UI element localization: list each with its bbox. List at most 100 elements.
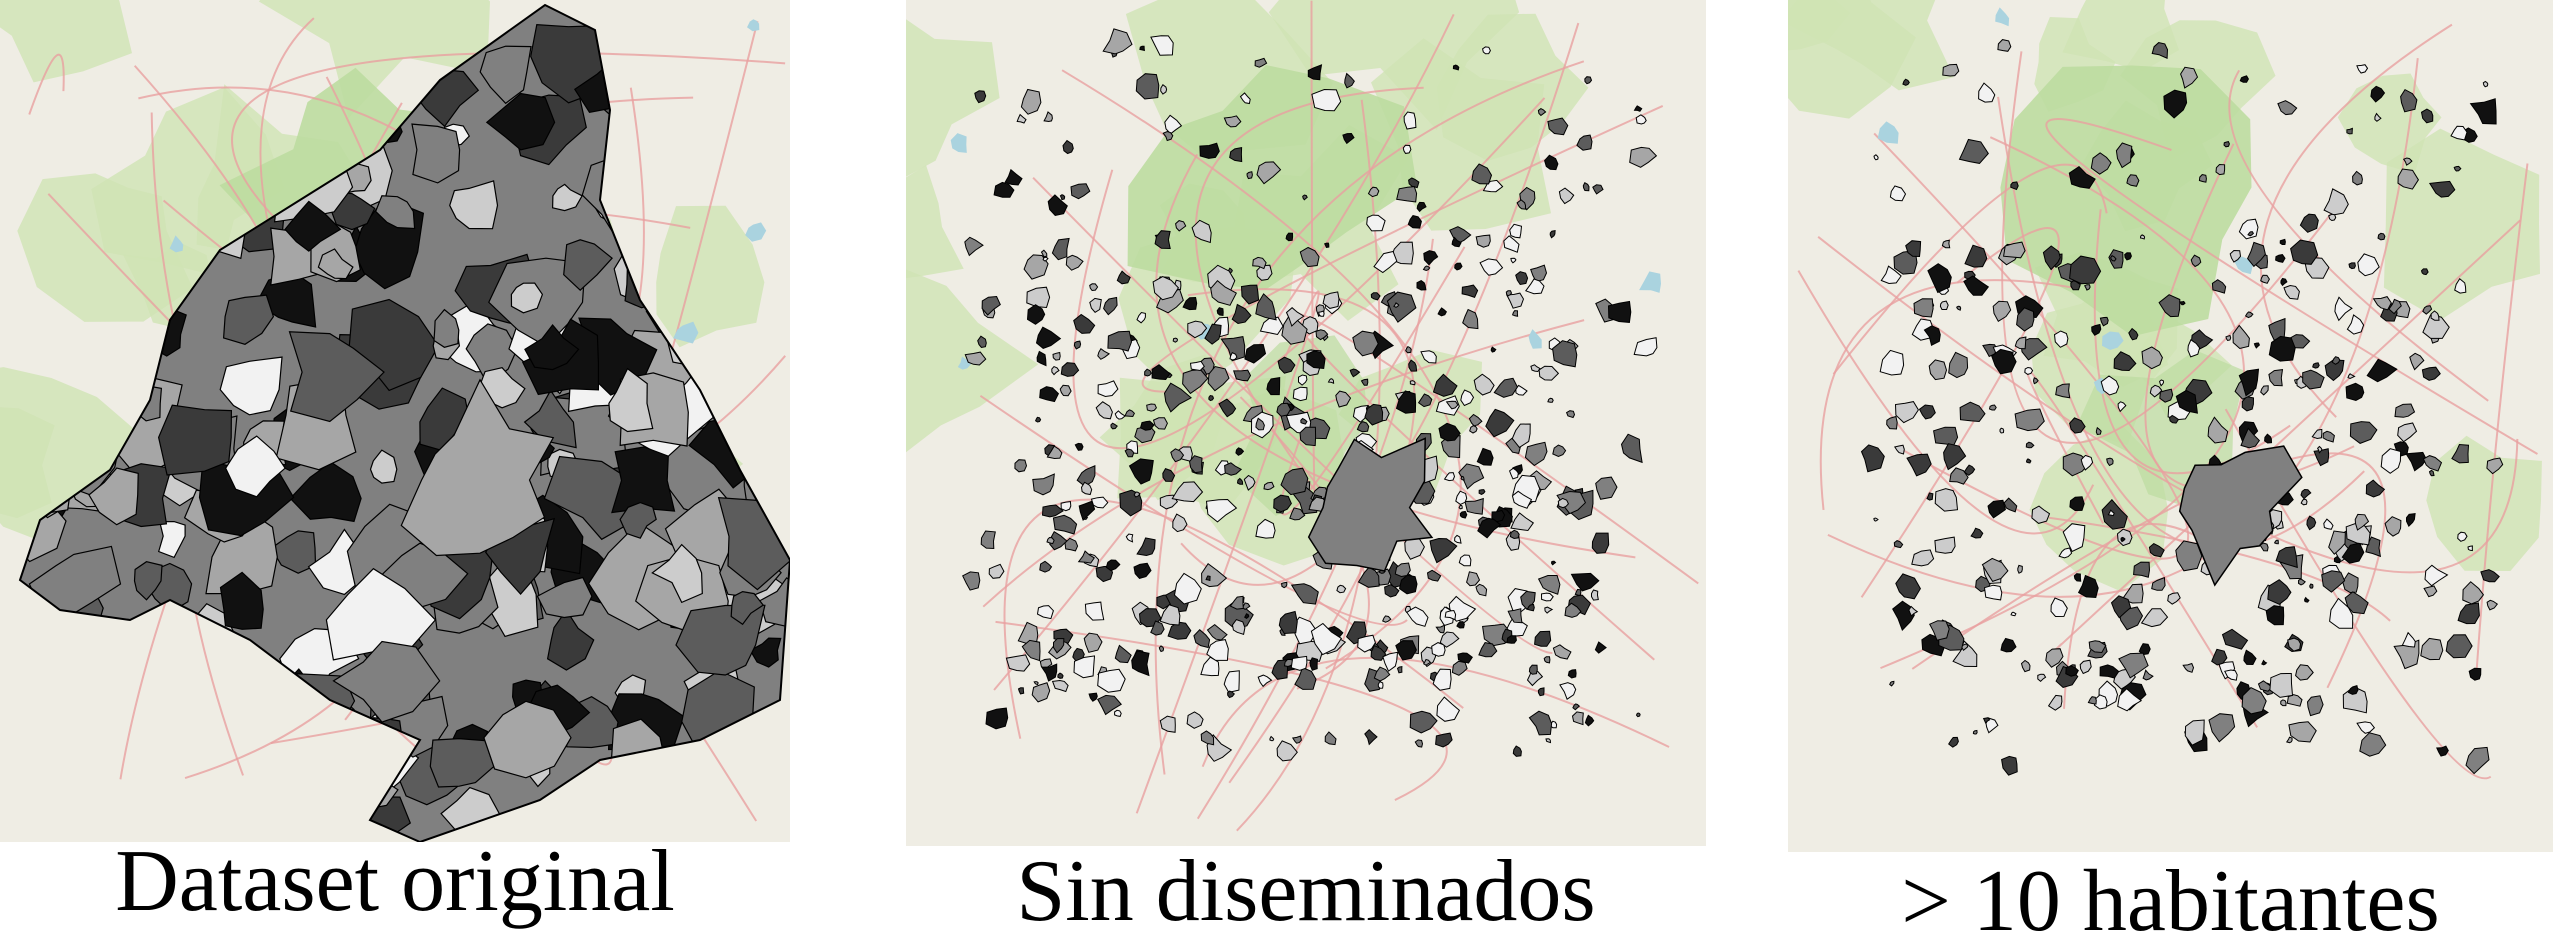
- settlement-polygon: [2465, 746, 2490, 775]
- settlement-polygon: [1620, 433, 1643, 464]
- settlement-polygon: [1985, 717, 1999, 734]
- settlement-polygon: [2354, 513, 2370, 531]
- settlement-polygon: [2050, 597, 2068, 618]
- settlement-polygon: [1426, 569, 1442, 582]
- settlement-polygon: [1124, 448, 1135, 458]
- settlement-polygon: [1252, 256, 1267, 270]
- settlement-polygon: [1537, 687, 1545, 697]
- settlement-polygon: [1949, 467, 1969, 485]
- settlement-polygon: [1443, 472, 1456, 482]
- settlement-polygon: [1987, 499, 2006, 519]
- settlement-polygon: [1116, 270, 1131, 285]
- settlement-polygon: [1107, 330, 1133, 352]
- settlement-polygon: [1162, 130, 1174, 142]
- settlement-polygon: [2304, 596, 2310, 603]
- settlement-polygon: [2014, 336, 2027, 350]
- settlement-polygon: [1074, 442, 1084, 451]
- settlement-polygon: [1534, 630, 1552, 647]
- settlement-polygon: [2264, 433, 2273, 444]
- settlement-polygon: [1257, 674, 1273, 688]
- settlement-polygon: [1240, 284, 1260, 305]
- settlement-polygon: [2190, 254, 2202, 268]
- reservoir: [2234, 256, 2253, 275]
- municipality-polygon: [433, 308, 460, 348]
- settlement-polygon: [1175, 220, 1187, 232]
- settlement-polygon: [1432, 668, 1452, 691]
- settlement-polygon: [1046, 536, 1055, 545]
- settlement-polygon: [2347, 684, 2359, 695]
- settlement-polygon: [1576, 134, 1593, 151]
- settlement-polygon: [1635, 114, 1647, 125]
- settlement-polygon: [1970, 527, 1984, 539]
- settlement-polygon: [1263, 481, 1275, 491]
- settlement-polygon: [1131, 650, 1150, 677]
- road: [1135, 290, 1320, 814]
- settlement-polygon: [1223, 115, 1242, 128]
- settlement-polygon: [1902, 78, 1910, 86]
- settlement-polygon: [2158, 294, 2181, 318]
- settlement-polygon: [1591, 532, 1610, 554]
- settlement-polygon: [1201, 562, 1228, 588]
- settlement-polygon: [1565, 410, 1576, 419]
- settlement-polygon: [2445, 634, 2473, 659]
- settlement-polygon: [2095, 426, 2102, 436]
- settlement-polygon: [2238, 368, 2260, 397]
- settlement-polygon: [1290, 655, 1308, 671]
- settlement-polygon: [1506, 635, 1517, 644]
- settlement-polygon: [1572, 703, 1581, 711]
- settlement-polygon: [1128, 458, 1154, 485]
- settlement-polygon: [2356, 64, 2369, 74]
- settlement-polygon: [1963, 275, 1990, 296]
- settlement-polygon: [1422, 265, 1431, 272]
- settlement-polygon: [1629, 146, 1658, 168]
- settlement-polygon: [1062, 139, 1074, 155]
- settlement-polygon: [1360, 378, 1369, 386]
- settlement-polygon: [1167, 621, 1192, 640]
- settlement-polygon: [2420, 108, 2434, 124]
- municipality-polygon: [611, 446, 676, 514]
- settlement-polygon: [2468, 667, 2482, 681]
- settlement-polygon: [1475, 583, 1488, 597]
- settlement-polygon: [2110, 595, 2132, 619]
- settlement-polygon: [2116, 528, 2133, 547]
- region-fill: [20, 5, 790, 842]
- settlement-polygon: [2321, 570, 2346, 593]
- settlement-polygon: [1456, 621, 1465, 629]
- settlement-polygon: [2409, 352, 2425, 371]
- settlement-layer: [1860, 39, 2504, 776]
- settlement-polygon: [1210, 280, 1237, 306]
- settlement-polygon: [1407, 215, 1422, 229]
- settlement-polygon: [1254, 57, 1268, 68]
- settlement-polygon: [2306, 695, 2324, 717]
- settlement-polygon: [1943, 443, 1967, 471]
- settlement-polygon: [1073, 340, 1082, 350]
- road: [2063, 522, 2232, 709]
- settlement-polygon: [1414, 739, 1424, 748]
- settlement-polygon: [1458, 504, 1463, 510]
- settlement-polygon: [2295, 664, 2314, 681]
- settlement-polygon: [1515, 271, 1529, 286]
- settlement-polygon: [1530, 264, 1548, 283]
- settlement-polygon: [1080, 481, 1093, 496]
- settlement-polygon: [1033, 681, 1039, 686]
- settlement-polygon: [1462, 308, 1479, 330]
- settlement-polygon: [1133, 491, 1141, 498]
- settlement-polygon: [1515, 384, 1528, 396]
- madrid-city-polygon: [2178, 445, 2303, 587]
- municipality-polygon: [219, 356, 283, 416]
- reservoir: [747, 19, 760, 32]
- settlement-polygon: [2141, 346, 2163, 370]
- settlement-polygon: [1370, 644, 1387, 661]
- settlement-polygon: [1405, 345, 1412, 354]
- settlement-polygon: [1558, 187, 1575, 205]
- settlement-polygon: [1057, 672, 1064, 679]
- settlement-polygon: [1538, 365, 1560, 381]
- settlement-polygon: [1461, 284, 1479, 299]
- settlement-polygon: [2346, 127, 2353, 135]
- settlement-polygon: [1035, 326, 1062, 349]
- road: [982, 319, 1585, 608]
- settlement-polygon: [2280, 699, 2287, 707]
- settlement-polygon: [1584, 714, 1595, 727]
- settlement-polygon: [1635, 712, 1641, 718]
- settlement-polygon: [2073, 573, 2082, 582]
